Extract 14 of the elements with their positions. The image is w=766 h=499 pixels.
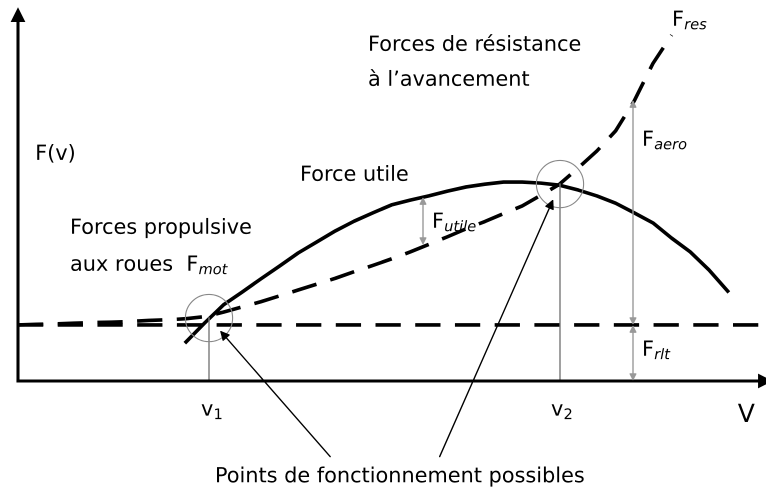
- annotation: F$_{utile}$: [434, 212, 476, 232]
- annotation: F$_{rlt}$: [644, 340, 670, 360]
- annotation: F$_{aero}$: [644, 130, 686, 150]
- text: Points de fonctionnement possibles: [217, 466, 584, 487]
- annotation: Forces de résistance: [370, 34, 580, 52]
- annotation: à l’avancement: [369, 69, 530, 86]
- annotation: aux roues F$_{mot}$: [71, 256, 228, 274]
- annotation: Force utile: [302, 164, 408, 182]
- y-axis-title: F(v): [37, 144, 74, 163]
- x-axis-title: V: [738, 404, 755, 422]
- text: v$_{2}$: [552, 404, 572, 420]
- annotation: Forces propulsive: [72, 218, 251, 238]
- text: F$_{res}$: [674, 10, 706, 30]
- text: v$_{1}$: [202, 404, 222, 420]
